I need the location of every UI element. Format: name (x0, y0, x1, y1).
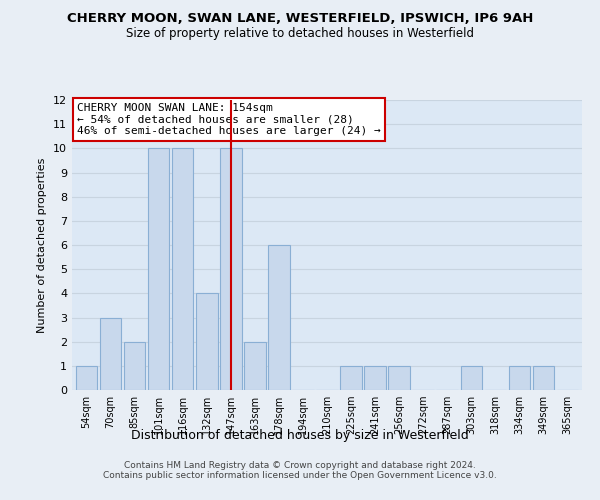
Text: CHERRY MOON, SWAN LANE, WESTERFIELD, IPSWICH, IP6 9AH: CHERRY MOON, SWAN LANE, WESTERFIELD, IPS… (67, 12, 533, 26)
Bar (244, 342, 266, 390)
Bar (388, 366, 410, 390)
Bar (509, 366, 530, 390)
Bar (364, 366, 386, 390)
Bar (100, 318, 121, 390)
Text: Size of property relative to detached houses in Westerfield: Size of property relative to detached ho… (126, 28, 474, 40)
Text: CHERRY MOON SWAN LANE: 154sqm
← 54% of detached houses are smaller (28)
46% of s: CHERRY MOON SWAN LANE: 154sqm ← 54% of d… (77, 103, 381, 136)
Text: Contains HM Land Registry data © Crown copyright and database right 2024.
Contai: Contains HM Land Registry data © Crown c… (103, 460, 497, 480)
Bar (196, 294, 218, 390)
Bar (268, 245, 290, 390)
Y-axis label: Number of detached properties: Number of detached properties (37, 158, 47, 332)
Bar (172, 148, 193, 390)
Bar (124, 342, 145, 390)
Bar (76, 366, 97, 390)
Text: Distribution of detached houses by size in Westerfield: Distribution of detached houses by size … (131, 428, 469, 442)
Bar (340, 366, 362, 390)
Bar (461, 366, 482, 390)
Bar (148, 148, 169, 390)
Bar (220, 148, 242, 390)
Bar (533, 366, 554, 390)
